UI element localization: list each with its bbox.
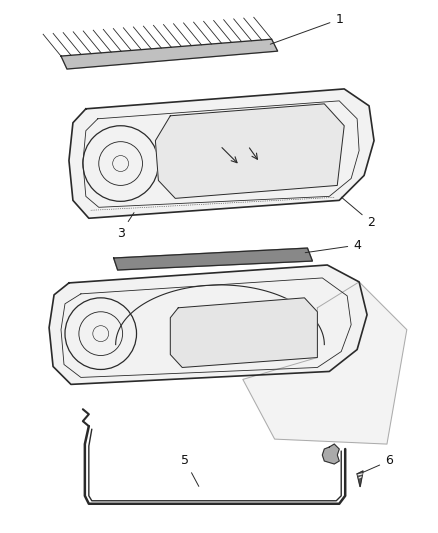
Text: 6: 6 (359, 455, 392, 474)
Polygon shape (170, 298, 317, 367)
Text: 4: 4 (304, 239, 360, 253)
Polygon shape (61, 39, 277, 69)
Polygon shape (155, 104, 343, 198)
Text: 5: 5 (181, 455, 198, 487)
Text: 2: 2 (341, 197, 374, 229)
Text: 3: 3 (117, 213, 134, 240)
Text: 1: 1 (270, 13, 343, 44)
Polygon shape (242, 282, 406, 444)
Polygon shape (69, 89, 373, 218)
Polygon shape (321, 444, 339, 464)
Polygon shape (113, 248, 312, 270)
Polygon shape (49, 265, 366, 384)
Polygon shape (356, 471, 362, 487)
